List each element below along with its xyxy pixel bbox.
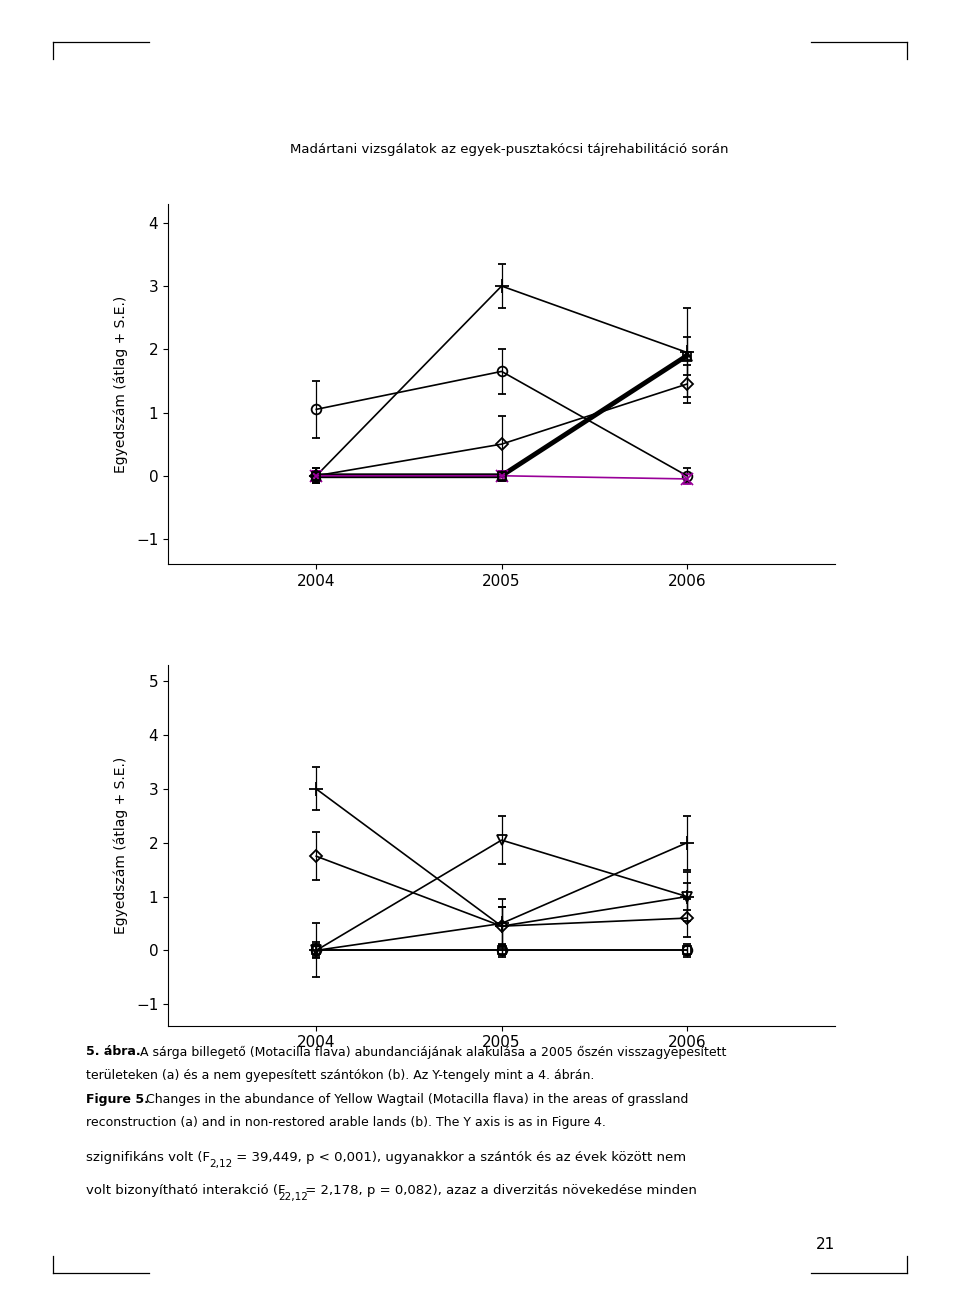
Text: = 39,449, p < 0,001), ugyanakkor a szántók és az évek között nem: = 39,449, p < 0,001), ugyanakkor a szánt… xyxy=(232,1151,686,1164)
Text: területeken (a) és a nem gyepesített szántókon (b). Az Y-tengely mint a 4. ábrán: területeken (a) és a nem gyepesített szá… xyxy=(86,1069,595,1082)
Text: szignifikáns volt (F: szignifikáns volt (F xyxy=(86,1151,210,1164)
Text: Madártani vizsgálatok az egyek-pusztakócsi tájrehabilitáció során: Madártani vizsgálatok az egyek-pusztakóc… xyxy=(290,143,728,156)
Y-axis label: Egyedszám (átlag + S.E.): Egyedszám (átlag + S.E.) xyxy=(113,757,128,934)
Text: 2,12: 2,12 xyxy=(209,1159,232,1169)
Text: 5. ábra.: 5. ábra. xyxy=(86,1045,141,1059)
Text: Figure 5.: Figure 5. xyxy=(86,1093,149,1106)
Text: 21: 21 xyxy=(816,1237,835,1252)
Text: A sárga billegető (Motacilla flava) abundanciájának alakulása a 2005 őszén vissz: A sárga billegető (Motacilla flava) abun… xyxy=(136,1045,727,1059)
Text: Changes in the abundance of Yellow Wagtail (Motacilla flava) in the areas of gra: Changes in the abundance of Yellow Wagta… xyxy=(142,1093,688,1106)
Text: 22,12: 22,12 xyxy=(278,1191,308,1202)
Text: reconstruction (a) and in non-restored arable lands (b). The Y axis is as in Fig: reconstruction (a) and in non-restored a… xyxy=(86,1116,607,1130)
Text: volt bizonyítható interakció (F: volt bizonyítható interakció (F xyxy=(86,1184,286,1197)
Y-axis label: Egyedszám (átlag + S.E.): Egyedszám (átlag + S.E.) xyxy=(113,296,128,472)
Text: = 2,178, p = 0,082), azaz a diverzitás növekedése minden: = 2,178, p = 0,082), azaz a diverzitás n… xyxy=(301,1184,697,1197)
